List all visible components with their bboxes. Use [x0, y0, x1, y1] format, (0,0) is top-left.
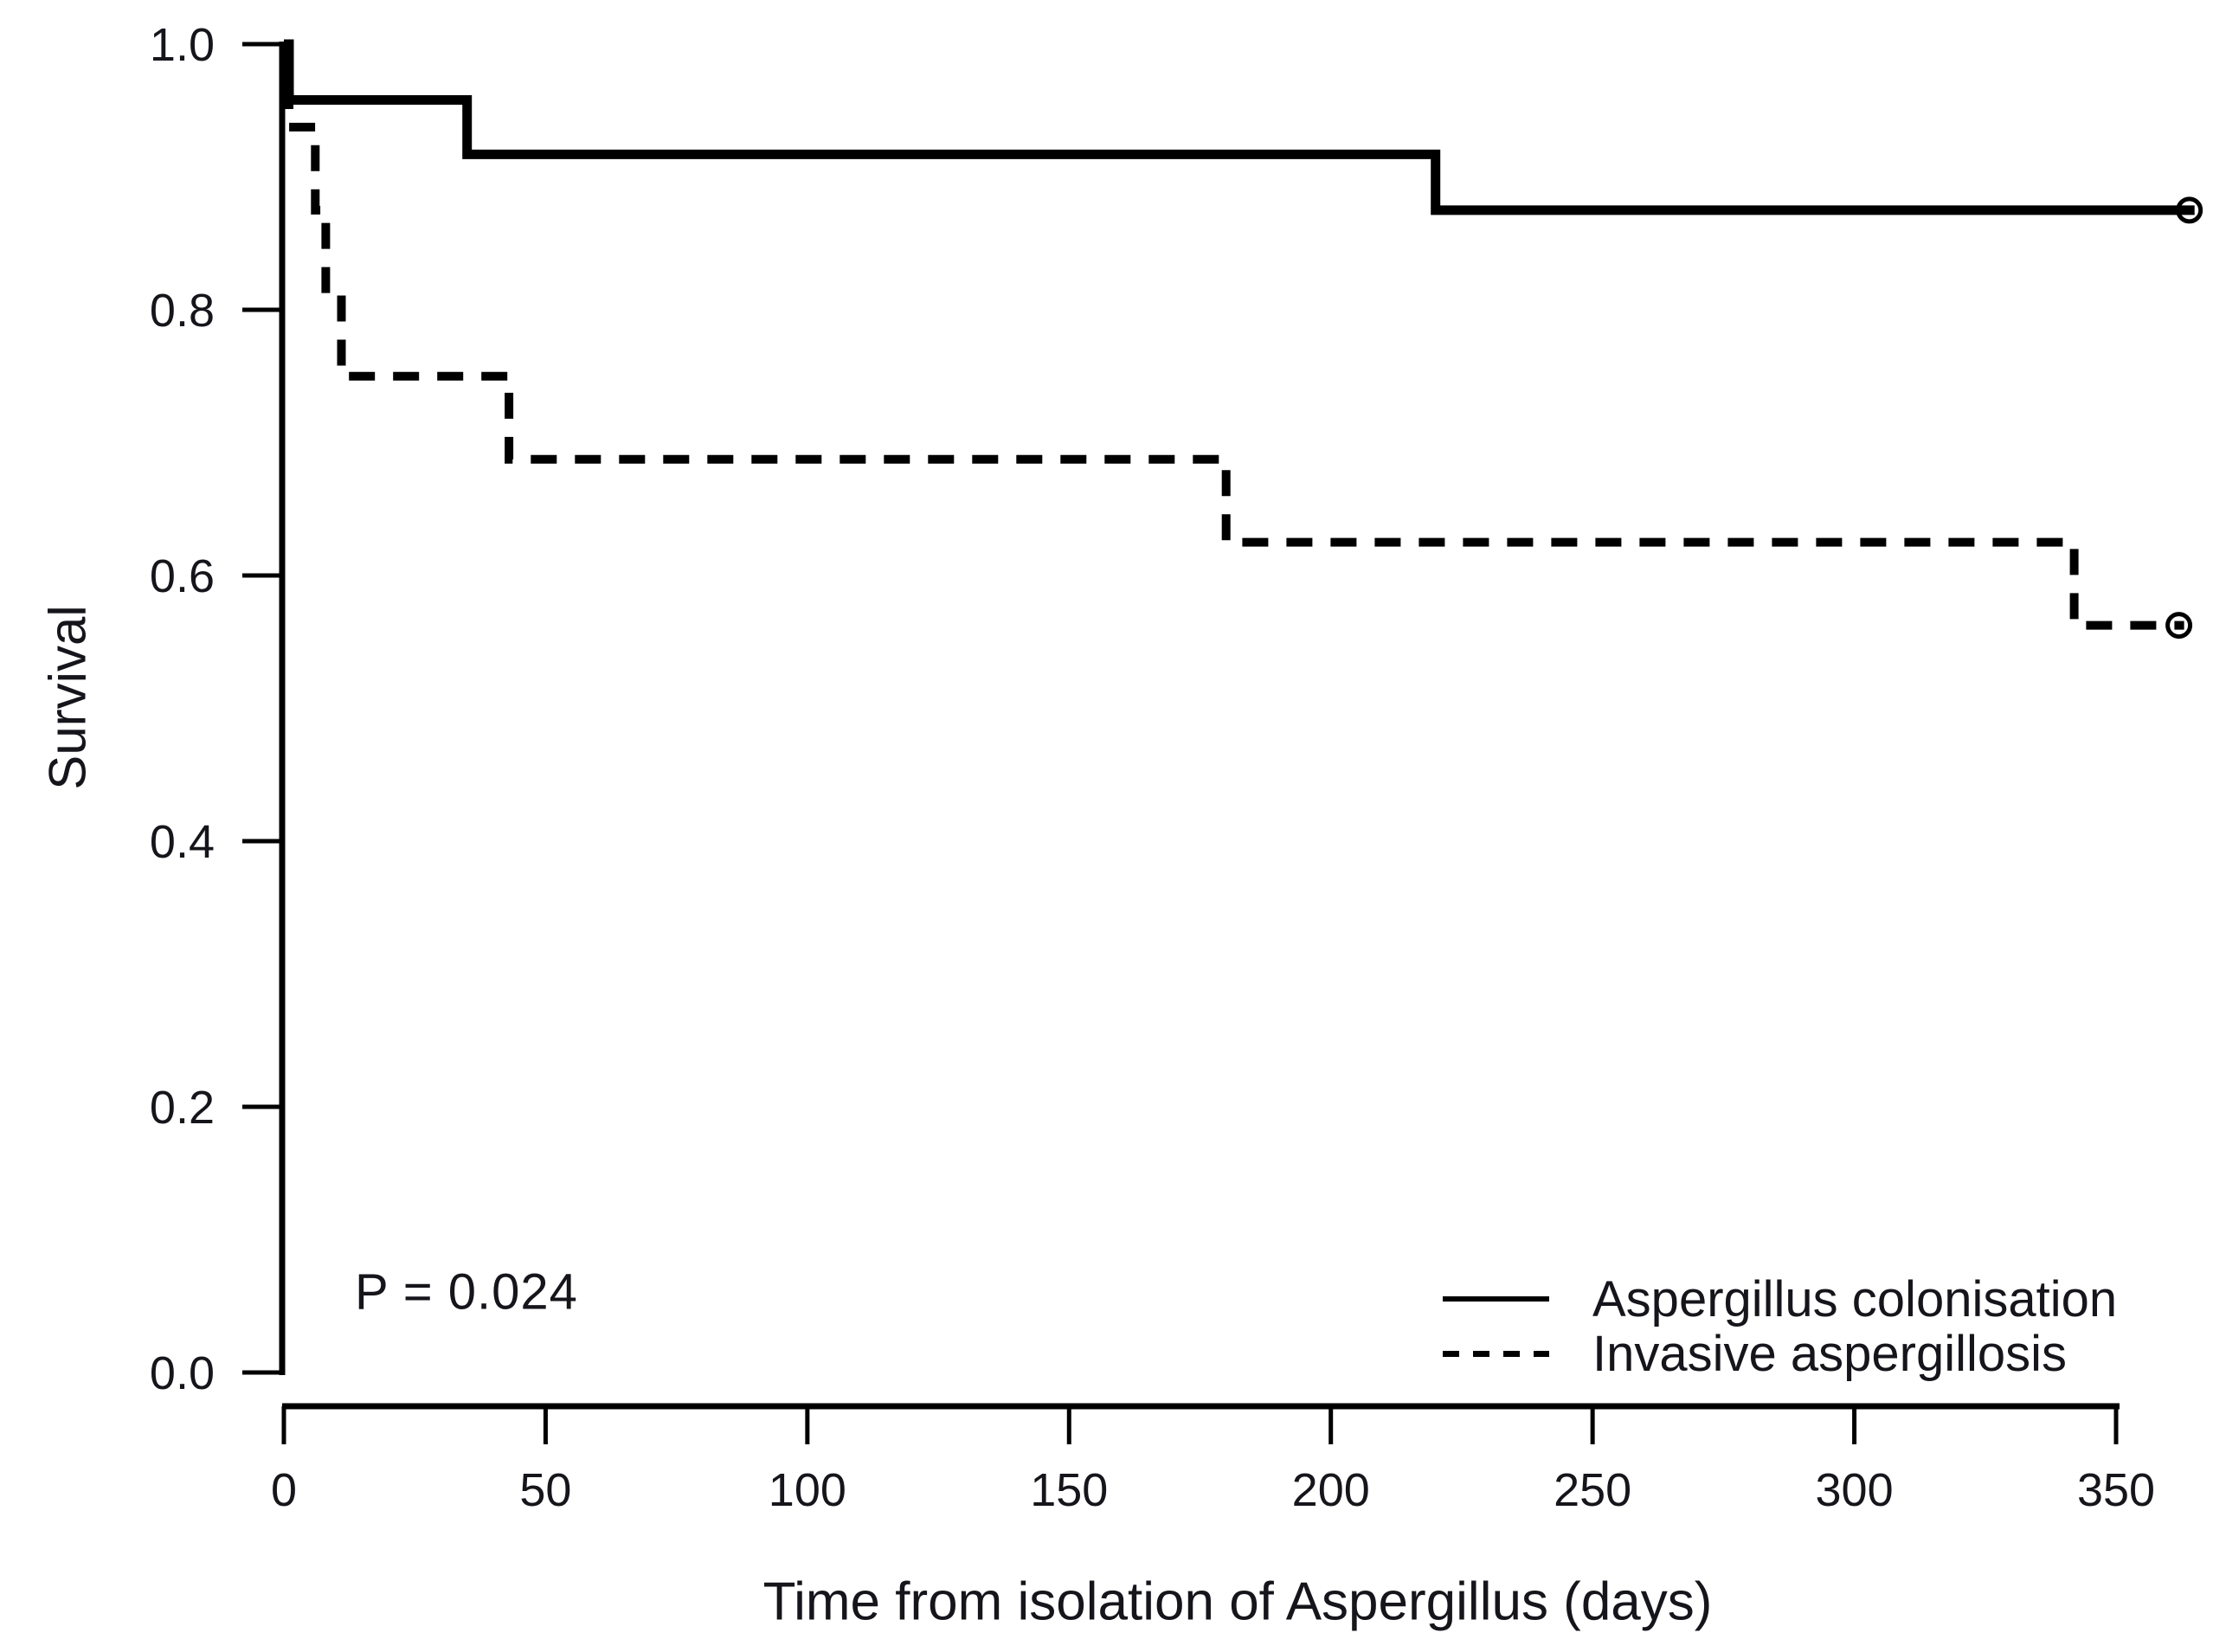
- y-tick-label: 0.6: [150, 550, 215, 602]
- x-tick-label: 100: [769, 1464, 846, 1516]
- y-tick-label: 0.0: [150, 1347, 215, 1399]
- legend-label-colonisation: Aspergillus colonisation: [1592, 1270, 2118, 1327]
- x-tick-label: 300: [1816, 1464, 1894, 1516]
- legend-item-invasive: Invasive aspergillosis: [1443, 1325, 2068, 1382]
- y-tick-label: 0.2: [150, 1082, 215, 1134]
- y-tick-label: 0.4: [150, 816, 215, 868]
- x-tick-label: 350: [2077, 1464, 2155, 1516]
- y-tick-label: 1.0: [150, 19, 215, 71]
- solid-survival-curve: [284, 39, 2195, 215]
- x-tick-label: 200: [1292, 1464, 1370, 1516]
- legend-item-colonisation: Aspergillus colonisation: [1443, 1271, 2117, 1327]
- x-tick-label: 150: [1030, 1464, 1108, 1516]
- y-axis-title: Survival: [38, 605, 97, 790]
- x-axis-title: Time from isolation of Aspergillus (days…: [762, 1572, 1713, 1632]
- dashed-line-sample-icon: [1443, 1350, 1549, 1357]
- x-tick-label: 50: [519, 1464, 571, 1516]
- y-tick-label: 0.8: [150, 285, 215, 337]
- x-tick-label: 0: [271, 1464, 297, 1516]
- solid-curve-censor-marker: [2176, 196, 2203, 224]
- p-value-annotation: P = 0.024: [355, 1263, 578, 1321]
- dashed-survival-curve: [284, 40, 2184, 630]
- legend-label-invasive: Invasive aspergillosis: [1592, 1325, 2068, 1382]
- x-tick-label: 250: [1554, 1464, 1631, 1516]
- dashed-curve-censor-marker: [2165, 612, 2193, 640]
- solid-line-sample-icon: [1443, 1296, 1549, 1302]
